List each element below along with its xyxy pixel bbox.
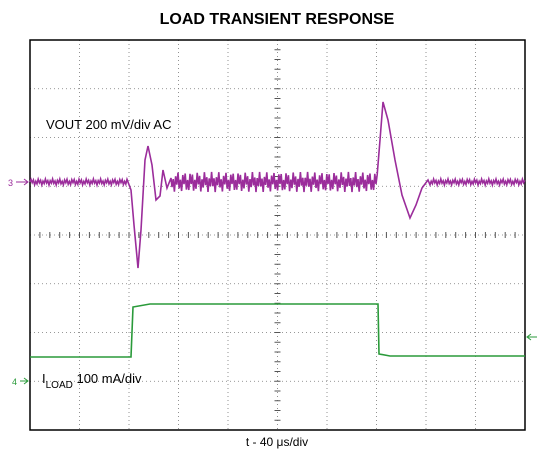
time-label: t - 40 μs/div — [246, 435, 308, 449]
ch3-arrow — [16, 178, 29, 186]
iload-trace — [30, 303, 525, 358]
chart-title: LOAD TRANSIENT RESPONSE — [160, 11, 395, 28]
trigger-arrow — [526, 333, 537, 341]
grid — [29, 39, 526, 431]
iload-subscript: LOAD — [46, 380, 73, 391]
ch4-arrow — [20, 377, 29, 385]
vout-trace — [29, 101, 526, 269]
vout-label: VOUT 200 mV/div AC — [46, 117, 171, 132]
iload-label: ILOAD 100 mA/div — [42, 371, 142, 391]
ch4-marker: 4 — [12, 377, 17, 387]
iload-rest: 100 mA/div — [73, 371, 142, 386]
ch3-marker: 3 — [8, 178, 13, 188]
plot-frame — [29, 39, 526, 431]
iload-main: I — [42, 371, 46, 386]
